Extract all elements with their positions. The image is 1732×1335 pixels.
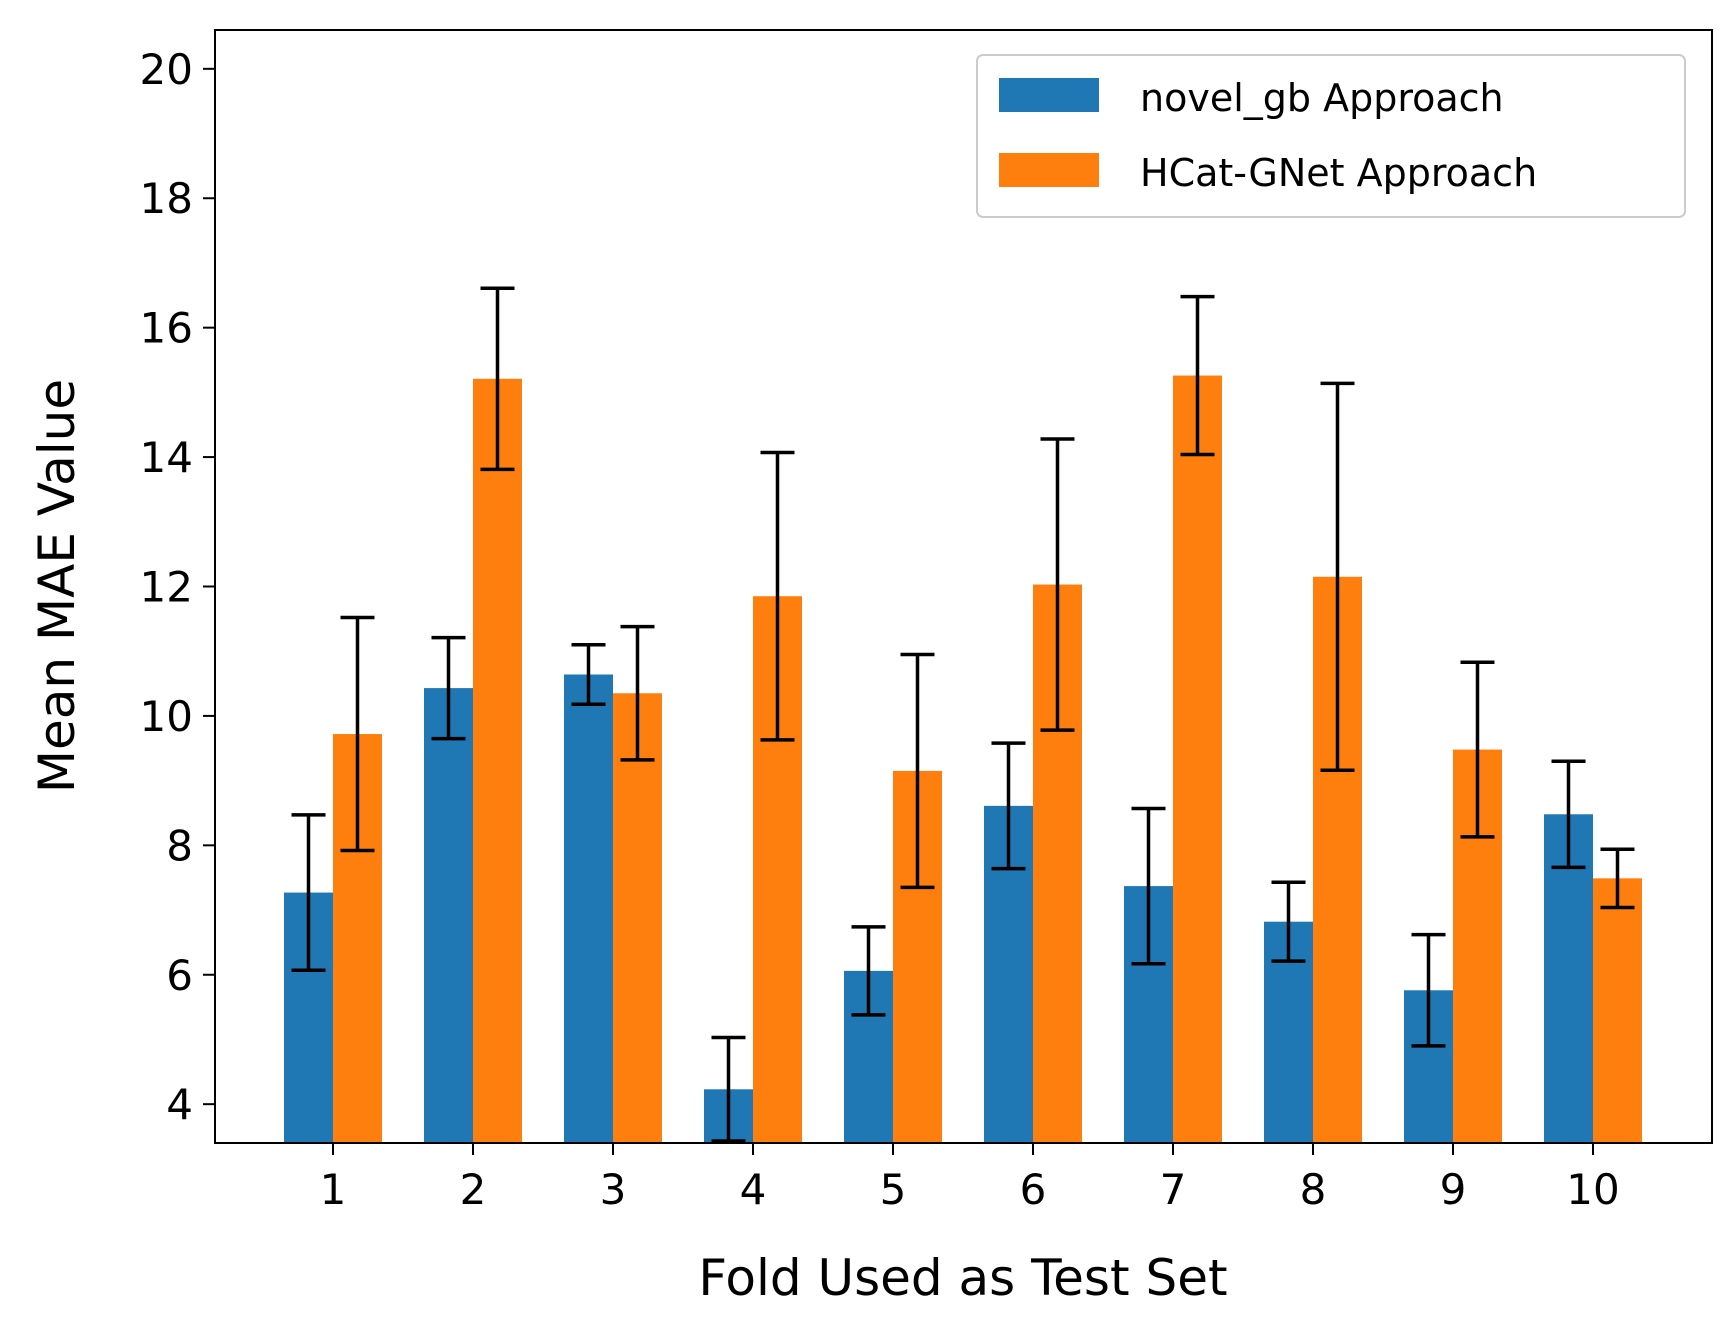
legend-swatch-novel-gb [999, 78, 1099, 112]
bar-novel-gb-approach-fold-3 [564, 674, 613, 1143]
legend-label-hcat-gnet: HCat-GNet Approach [1140, 151, 1537, 195]
y-tick-label: 10 [140, 692, 193, 741]
legend-frame [976, 54, 1686, 218]
legend-swatch-hcat-gnet [999, 153, 1099, 187]
error-bar-hcat-gnet-approach-fold-6 [1040, 437, 1075, 732]
x-tick-label: 8 [1300, 1165, 1327, 1214]
y-axis-label: Mean MAE Value [28, 379, 86, 793]
x-axis-label: Fold Used as Test Set [698, 1249, 1227, 1307]
error-bars [291, 286, 1635, 1143]
error-bar-hcat-gnet-approach-fold-4 [760, 450, 795, 742]
error-bar-novel-gb-approach-fold-5 [851, 925, 886, 1017]
error-bar-novel-gb-approach-fold-3 [571, 642, 606, 707]
y-axis: 4 6 8 10 12 14 16 18 20 [140, 45, 215, 1129]
error-bar-hcat-gnet-approach-fold-8 [1320, 381, 1355, 773]
bar-hcat-gnet-approach-fold-10 [1593, 878, 1642, 1143]
x-tick-label: 7 [1160, 1165, 1187, 1214]
x-tick-label: 5 [880, 1165, 907, 1214]
x-tick-label: 3 [600, 1165, 627, 1214]
error-bar-novel-gb-approach-fold-7 [1131, 806, 1166, 966]
legend: novel_gb Approach HCat-GNet Approach [976, 54, 1686, 218]
x-tick-label: 1 [320, 1165, 347, 1214]
bar-hcat-gnet-approach-fold-7 [1173, 375, 1222, 1143]
error-bar-hcat-gnet-approach-fold-1 [340, 615, 375, 853]
error-bar-hcat-gnet-approach-fold-9 [1460, 660, 1495, 839]
x-tick-label: 2 [460, 1165, 487, 1214]
y-tick-label: 4 [166, 1080, 193, 1129]
x-tick-label: 6 [1020, 1165, 1047, 1214]
error-bar-hcat-gnet-approach-fold-2 [480, 286, 515, 472]
error-bar-novel-gb-approach-fold-9 [1411, 932, 1446, 1048]
bar-hcat-gnet-approach-fold-3 [613, 693, 662, 1143]
y-tick-label: 12 [140, 563, 193, 612]
legend-label-novel-gb: novel_gb Approach [1140, 76, 1504, 120]
error-bar-hcat-gnet-approach-fold-5 [900, 652, 935, 890]
bar-novel-gb-approach-fold-2 [424, 688, 473, 1143]
y-tick-label: 8 [166, 821, 193, 870]
error-bar-hcat-gnet-approach-fold-10 [1600, 847, 1635, 910]
y-tick-label: 14 [140, 433, 193, 482]
error-bar-novel-gb-approach-fold-8 [1271, 880, 1306, 963]
y-tick-label: 16 [140, 304, 193, 353]
bar-hcat-gnet-approach-fold-2 [473, 378, 522, 1143]
y-tick-label: 20 [140, 45, 193, 94]
error-bar-novel-gb-approach-fold-4 [711, 1035, 746, 1143]
error-bar-novel-gb-approach-fold-10 [1551, 759, 1586, 870]
x-tick-label: 4 [740, 1165, 767, 1214]
y-tick-label: 6 [166, 951, 193, 1000]
error-bar-novel-gb-approach-fold-6 [991, 741, 1026, 871]
x-tick-label: 10 [1566, 1165, 1619, 1214]
y-tick-label: 18 [140, 174, 193, 223]
error-bar-hcat-gnet-approach-fold-3 [620, 624, 655, 762]
error-bar-novel-gb-approach-fold-2 [431, 635, 466, 741]
error-bar-novel-gb-approach-fold-1 [291, 813, 326, 972]
bars [284, 375, 1642, 1143]
x-tick-label: 9 [1440, 1165, 1467, 1214]
error-bar-hcat-gnet-approach-fold-7 [1180, 294, 1215, 457]
x-axis: 1 2 3 4 5 6 7 8 9 10 [320, 1143, 1620, 1214]
